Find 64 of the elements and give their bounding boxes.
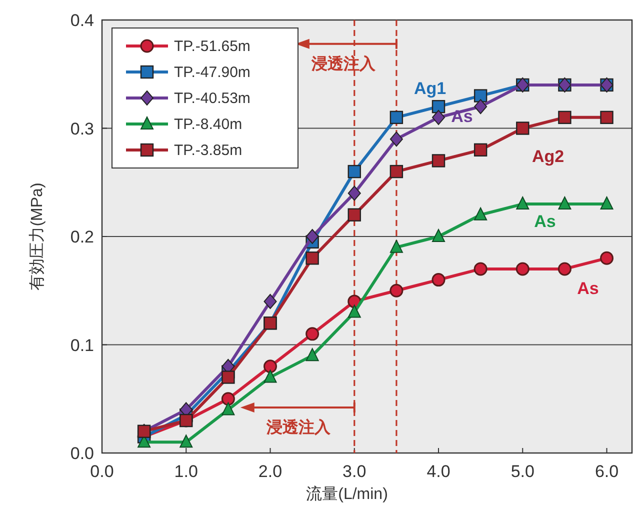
point	[474, 262, 488, 276]
point	[432, 100, 446, 114]
point	[348, 304, 361, 318]
point	[558, 262, 572, 276]
y-tick-label: 0.3	[70, 119, 94, 138]
x-tick-label: 1.0	[174, 462, 198, 481]
annotation: Ag1	[414, 79, 446, 98]
point	[390, 240, 403, 253]
point	[474, 99, 488, 114]
y-tick-label: 0.4	[70, 11, 94, 30]
point	[222, 402, 235, 416]
y-tick-label: 0.0	[70, 444, 94, 463]
point	[348, 208, 361, 222]
point	[600, 251, 614, 265]
y-axis-title: 有効圧力(MPa)	[28, 182, 46, 290]
point	[432, 229, 446, 242]
point	[348, 186, 361, 201]
point	[348, 164, 361, 178]
point	[306, 229, 319, 244]
annotation: 浸透注入	[310, 54, 376, 73]
point	[264, 370, 277, 383]
point	[474, 143, 488, 156]
point	[306, 252, 319, 265]
point	[558, 110, 572, 124]
point	[390, 110, 404, 124]
point	[180, 434, 193, 448]
point	[558, 196, 572, 210]
x-tick-label: 5.0	[510, 462, 534, 481]
point	[390, 164, 404, 178]
x-axis-title: 流量(L/min)	[306, 485, 388, 503]
point	[306, 327, 320, 341]
annotation: As	[534, 212, 556, 231]
point	[600, 110, 614, 124]
x-tick-label: 2.0	[258, 462, 282, 481]
point	[264, 360, 278, 374]
point	[222, 370, 235, 384]
point	[600, 196, 614, 210]
point	[474, 89, 488, 102]
point	[221, 392, 235, 406]
legend-label: TP.-47.90m	[174, 64, 250, 81]
y-tick-label: 0.1	[70, 336, 94, 355]
point	[306, 348, 319, 362]
legend-label: TP.-3.85m	[174, 142, 242, 159]
x-tick-label: 6.0	[594, 462, 619, 481]
point	[390, 284, 404, 298]
y-tick-label: 0.2	[70, 228, 94, 246]
annotation: 浸透注入	[265, 418, 332, 437]
annotation: As	[577, 279, 599, 298]
point	[516, 262, 530, 276]
point	[516, 196, 530, 210]
x-tick-label: 4.0	[426, 462, 450, 481]
annotation: Ag2	[532, 147, 564, 166]
point	[390, 132, 403, 147]
point	[432, 110, 446, 125]
x-tick-label: 0.0	[90, 462, 114, 481]
point	[264, 294, 277, 309]
legend-label: TP.-8.40m	[174, 116, 242, 133]
x-tick-label: 3.0	[342, 462, 366, 481]
point	[432, 273, 446, 287]
legend-label: TP.-40.53m	[174, 90, 250, 107]
point	[474, 207, 488, 220]
point	[432, 154, 446, 168]
point	[516, 122, 530, 135]
legend-label: TP.-51.65m	[174, 38, 250, 55]
